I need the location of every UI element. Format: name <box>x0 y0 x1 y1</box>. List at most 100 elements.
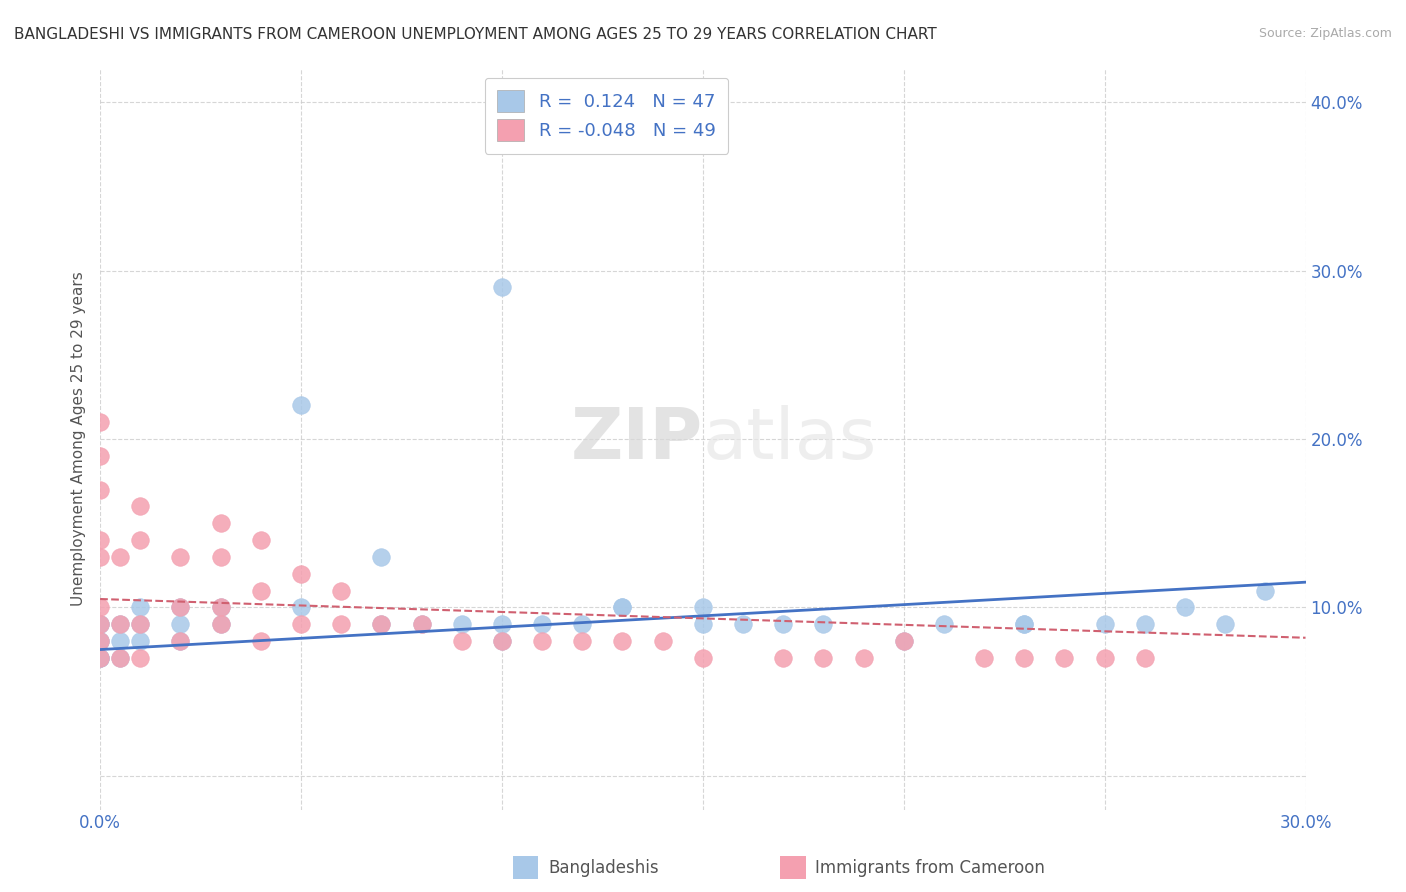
Point <box>1094 651 1116 665</box>
Text: Immigrants from Cameroon: Immigrants from Cameroon <box>815 859 1045 877</box>
Point <box>1254 583 1277 598</box>
Point <box>129 500 152 514</box>
Point <box>612 634 634 648</box>
Point <box>290 617 312 632</box>
Point <box>973 651 995 665</box>
Point <box>110 617 132 632</box>
Point <box>330 617 353 632</box>
Point <box>250 634 273 648</box>
Point <box>370 549 392 564</box>
Point <box>209 549 232 564</box>
Point <box>89 651 111 665</box>
Point <box>612 600 634 615</box>
Text: ZIP: ZIP <box>571 405 703 474</box>
Point <box>89 449 111 463</box>
Point <box>89 483 111 497</box>
Point <box>1012 617 1035 632</box>
Point <box>89 651 111 665</box>
Point <box>209 600 232 615</box>
Point <box>89 617 111 632</box>
Point <box>129 651 152 665</box>
Point <box>169 600 191 615</box>
Point <box>89 549 111 564</box>
Point <box>290 566 312 581</box>
Point <box>571 617 593 632</box>
Point <box>932 617 955 632</box>
Text: Source: ZipAtlas.com: Source: ZipAtlas.com <box>1258 27 1392 40</box>
Point <box>1053 651 1076 665</box>
Text: atlas: atlas <box>703 405 877 474</box>
Point <box>209 617 232 632</box>
Point <box>169 600 191 615</box>
Point <box>290 600 312 615</box>
Point <box>692 600 714 615</box>
Point <box>731 617 754 632</box>
Point <box>290 398 312 412</box>
Point <box>169 549 191 564</box>
Point <box>209 516 232 531</box>
Point <box>89 533 111 547</box>
Point <box>129 600 152 615</box>
Point <box>209 617 232 632</box>
Point <box>411 617 433 632</box>
Point <box>250 533 273 547</box>
Point <box>772 617 794 632</box>
Point <box>450 634 472 648</box>
Point <box>491 634 513 648</box>
Point <box>129 634 152 648</box>
Point <box>110 651 132 665</box>
Point <box>89 415 111 429</box>
Legend: R =  0.124   N = 47, R = -0.048   N = 49: R = 0.124 N = 47, R = -0.048 N = 49 <box>485 78 728 154</box>
Point <box>129 533 152 547</box>
Point <box>129 617 152 632</box>
Point <box>169 617 191 632</box>
Text: BANGLADESHI VS IMMIGRANTS FROM CAMEROON UNEMPLOYMENT AMONG AGES 25 TO 29 YEARS C: BANGLADESHI VS IMMIGRANTS FROM CAMEROON … <box>14 27 936 42</box>
Point <box>250 583 273 598</box>
Point <box>692 651 714 665</box>
Point <box>491 617 513 632</box>
Point <box>1133 617 1156 632</box>
Point <box>450 617 472 632</box>
Point <box>1213 617 1236 632</box>
Point <box>370 617 392 632</box>
Point <box>571 634 593 648</box>
Point <box>531 617 554 632</box>
Point <box>1012 617 1035 632</box>
Point <box>169 634 191 648</box>
Point <box>89 600 111 615</box>
Point <box>370 617 392 632</box>
Point <box>89 617 111 632</box>
Point <box>692 617 714 632</box>
Point <box>813 651 835 665</box>
Point <box>1133 651 1156 665</box>
Point <box>531 634 554 648</box>
Point <box>169 634 191 648</box>
Point <box>330 583 353 598</box>
Point <box>612 600 634 615</box>
Point <box>1094 617 1116 632</box>
Point <box>89 634 111 648</box>
Point <box>129 617 152 632</box>
Point <box>1012 651 1035 665</box>
Point <box>491 634 513 648</box>
Point <box>110 651 132 665</box>
Point <box>89 651 111 665</box>
Point <box>110 617 132 632</box>
Point <box>893 634 915 648</box>
Point <box>411 617 433 632</box>
Point <box>110 549 132 564</box>
Point <box>491 280 513 294</box>
Point <box>89 634 111 648</box>
Point <box>772 651 794 665</box>
Point <box>89 617 111 632</box>
Point <box>89 634 111 648</box>
Y-axis label: Unemployment Among Ages 25 to 29 years: Unemployment Among Ages 25 to 29 years <box>72 272 86 607</box>
Point <box>893 634 915 648</box>
Point <box>852 651 875 665</box>
Point <box>1174 600 1197 615</box>
Point <box>651 634 673 648</box>
Point <box>89 651 111 665</box>
Point <box>813 617 835 632</box>
Point <box>110 634 132 648</box>
Point <box>209 600 232 615</box>
